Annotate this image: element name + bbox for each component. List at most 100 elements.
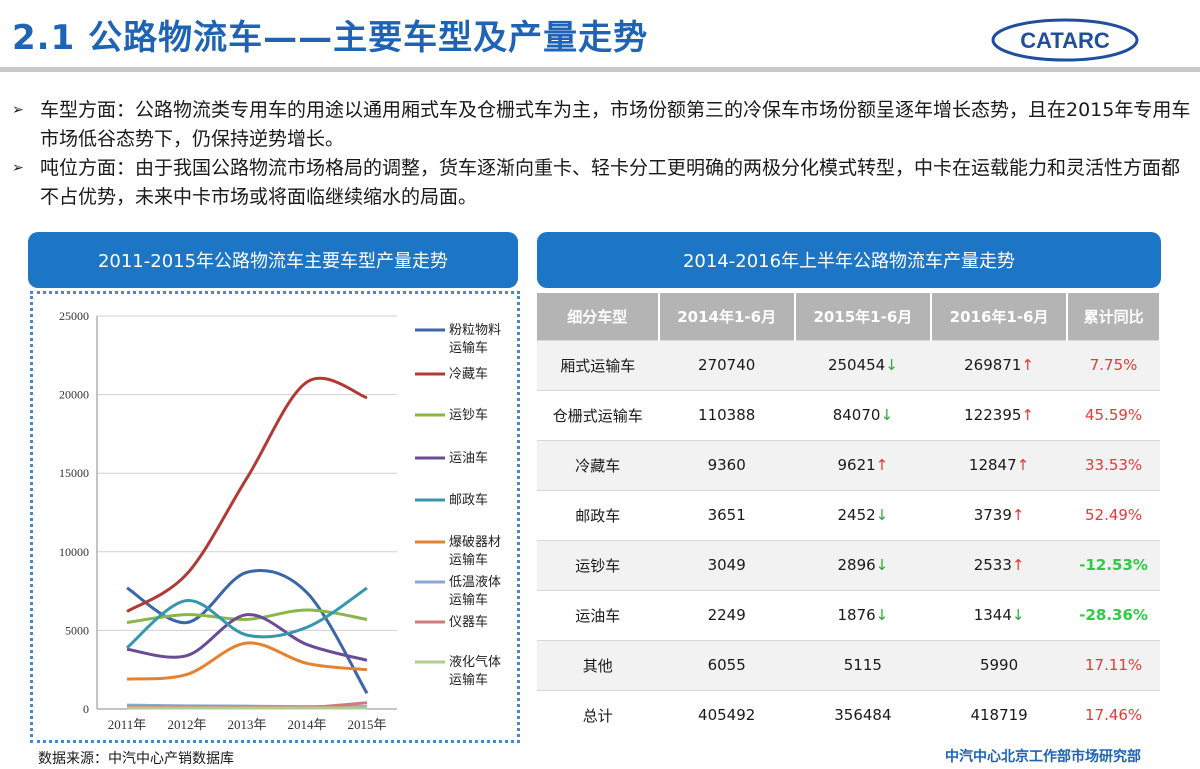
yoy-cell: -12.53% [1067,539,1160,590]
type-cell: 仓栅式运输车 [537,389,659,440]
bullet-item-tonnage: ➢ 吨位方面：由于我国公路物流市场格局的调整，货车逐渐向重卡、轻卡分工更明确的两… [12,154,1192,212]
y2014-cell: 2249 [658,589,795,640]
y2016-cell: 122395↑ [930,389,1068,440]
cell-value: 12847 [968,456,1017,474]
col-header: 2014年1-6月 [658,293,796,340]
table-row: 总计 405492 356484 418719 17.46% [537,689,1160,740]
cell-value: 17.11% [1084,656,1143,674]
series-line-4 [126,613,368,662]
table-row: 其他 6055 5115 5990 17.11% [537,639,1160,690]
col-header: 累计同比 [1067,293,1161,340]
x-tick-label: 2012年 [167,717,206,732]
y2015-cell: 2452↓ [794,489,931,540]
y2015-cell: 9621↑ [794,439,931,490]
cell-value: 运油车 [575,606,621,625]
cell-value: 356484 [834,706,892,725]
col-header: 2015年1-6月 [794,293,932,340]
arrow-down-icon: ↓ [885,356,898,374]
yoy-cell: 17.11% [1067,639,1160,690]
x-tick-label: 2015年 [347,717,386,732]
cell-value: 17.46% [1084,706,1143,725]
yoy-cell: 45.59% [1067,389,1160,440]
legend-label: 运钞车 [449,407,488,423]
cell-value: 110388 [698,406,756,424]
cell-value: 5990 [979,656,1019,674]
y2015-cell: 5115 [794,639,931,690]
y-tick-label: 20000 [59,388,89,402]
type-cell: 运钞车 [537,539,659,590]
yoy-cell: 17.46% [1067,689,1160,740]
bullet-list: ➢ 车型方面：公路物流类专用车的用途以通用厢式车及仓栅式车为主，市场份额第三的冷… [12,96,1192,212]
legend-label: 粉粒物料运输车 [449,323,501,356]
cell-value: 7.75% [1089,356,1138,374]
yoy-cell: 52.49% [1067,489,1160,540]
arrow-down-icon: ↓ [875,606,889,624]
y2014-cell: 270740 [658,339,795,390]
type-cell: 其他 [537,639,659,690]
y2015-cell: 1876↓ [794,589,931,640]
cell-value: 9360 [707,456,746,474]
y2016-cell: 1344↓ [930,589,1068,640]
cell-value: 运钞车 [575,556,621,575]
arrow-up-icon: ↑ [1011,506,1025,524]
table-row: 仓栅式运输车 110388 84070↓ 122395↑ 45.59% [537,389,1160,440]
cell-value: 3651 [707,506,746,524]
arrow-down-icon: ↓ [880,406,894,424]
table-row: 运钞车 3049 2896↓ 2533↑ -12.53% [537,539,1160,590]
footer-org: 中汽中心北京工作部市场研究部 [945,749,1141,765]
legend-label: 仪器车 [449,614,488,630]
legend-label: 液化气体运输车 [449,654,501,688]
cell-value: 5115 [843,656,882,674]
title-divider [0,67,1200,72]
cell-value: 其他 [582,656,613,675]
y2015-cell: 356484 [794,689,931,740]
bullet-text: 吨位方面：由于我国公路物流市场格局的调整，货车逐渐向重卡、轻卡分工更明确的两极分… [40,157,1181,208]
arrow-up-icon: ↑ [875,456,889,474]
type-cell: 冷藏车 [537,439,659,490]
arrow-down-icon: ↓ [875,556,889,574]
y2014-cell: 3049 [658,539,795,590]
y2015-cell: 84070↓ [794,389,931,440]
series-line-2 [126,376,368,613]
catarc-logo: CATARC [991,18,1139,62]
x-tick-label: 2011年 [108,717,147,732]
series-line-6 [126,641,368,681]
arrow-up-icon: ↑ [1016,456,1030,474]
y-tick-label: 25000 [59,309,89,323]
cell-value: 仓栅式运输车 [552,406,643,425]
cell-value: 45.59% [1084,406,1143,424]
yoy-cell: 33.53% [1067,439,1160,490]
series-line-1 [126,568,369,695]
bullet-arrow-icon: ➢ [12,102,24,118]
cell-value: 52.49% [1084,506,1143,524]
y-tick-label: 0 [83,702,89,716]
cell-value: -28.36% [1079,606,1148,624]
cell-value: 1344 [973,606,1012,624]
legend-label: 邮政车 [449,492,488,508]
cell-value: 418719 [970,706,1028,725]
cell-value: 269871 [964,356,1022,374]
y2016-cell: 2533↑ [930,539,1068,590]
legend-label: 冷藏车 [449,366,488,382]
arrow-up-icon: ↑ [1011,556,1025,574]
series-line-5 [126,586,368,649]
arrow-up-icon: ↑ [1021,356,1034,374]
x-tick-label: 2014年 [287,717,326,732]
type-cell: 运油车 [537,589,659,640]
cell-value: 84070 [832,406,881,424]
line-chart-panel: 0 5000 10000 15000 20000 25000 2011年 2012年 2013年… [30,291,520,743]
y2016-cell: 269871↑ [930,339,1068,390]
cell-value: 2896 [837,556,876,574]
series-line-3 [126,608,368,625]
cell-value: 122395 [964,406,1022,424]
cell-value: 2452 [837,506,876,524]
data-source-note: 数据来源：中汽中心产销数据库 [38,751,234,767]
legend-label: 运油车 [449,450,488,466]
table-header-row: 细分车型 2014年1-6月 2015年1-6月 2016年1-6月 累计同比 [537,293,1161,340]
arrow-up-icon: ↑ [1021,406,1034,424]
type-cell: 总计 [537,689,659,740]
arrow-down-icon: ↓ [1011,606,1025,624]
cell-value: 总计 [582,706,613,725]
y2015-cell: 2896↓ [794,539,931,590]
cell-value: 9621 [837,456,876,474]
